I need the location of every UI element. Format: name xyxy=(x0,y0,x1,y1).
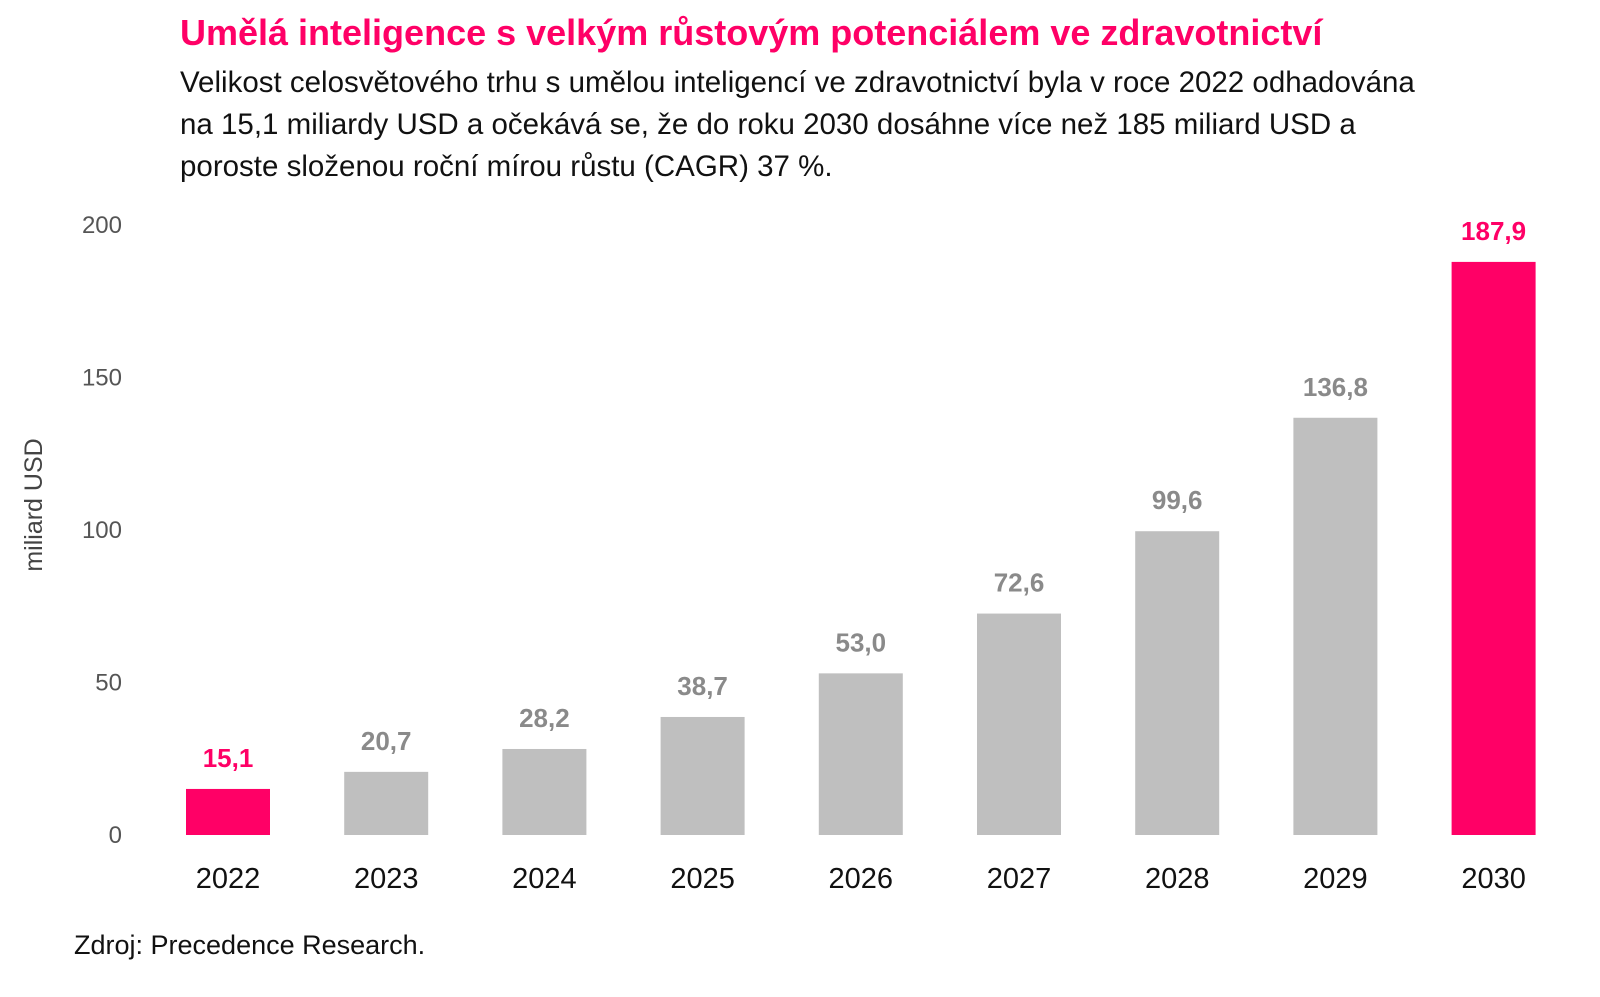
chart-subtitle: Velikost celosvětového trhu s umělou int… xyxy=(180,66,1415,183)
x-tick-label: 2025 xyxy=(670,863,735,895)
bar-2027 xyxy=(977,613,1061,835)
data-label: 53,0 xyxy=(835,627,886,657)
bar-2029 xyxy=(1293,417,1378,835)
data-labels: 15,1 20,7 28,2 38,7 53,0 72,6 99,6 136,8 187,9 xyxy=(203,216,1526,773)
x-tick-label: 2029 xyxy=(1303,863,1368,895)
x-tick-label: 2030 xyxy=(1461,863,1526,895)
y-tick-label: 0 xyxy=(109,822,122,849)
y-tick-label: 150 xyxy=(82,365,122,392)
bar-2028 xyxy=(1135,531,1220,835)
x-tick-label: 2024 xyxy=(512,863,577,895)
y-axis-label: miliard USD xyxy=(20,438,48,571)
x-tick-label: 2026 xyxy=(829,863,894,895)
x-axis: 2022 2023 2024 2025 2026 2027 2028 2029 2030 xyxy=(196,863,1526,895)
data-label: 187,9 xyxy=(1461,216,1526,246)
y-tick-label: 50 xyxy=(95,670,122,697)
x-tick-label: 2028 xyxy=(1145,863,1210,895)
data-label: 99,6 xyxy=(1152,485,1203,515)
bar-2026 xyxy=(818,673,903,835)
x-tick-label: 2027 xyxy=(987,863,1052,895)
bar-2024 xyxy=(502,748,587,835)
y-tick-label: 200 xyxy=(82,212,122,239)
data-label: 20,7 xyxy=(361,726,412,756)
data-label: 28,2 xyxy=(519,703,570,733)
x-tick-label: 2023 xyxy=(354,863,419,895)
bar-2025 xyxy=(660,716,745,835)
data-label: 15,1 xyxy=(203,743,254,773)
bar-2023 xyxy=(344,771,429,835)
x-tick-label: 2022 xyxy=(196,863,261,895)
bar-2030 xyxy=(1451,261,1536,835)
data-label: 72,6 xyxy=(994,568,1045,598)
bar-2022 xyxy=(186,788,270,835)
chart-title: Umělá inteligence s velkým růstovým pote… xyxy=(180,12,1323,53)
data-label: 136,8 xyxy=(1303,372,1368,402)
bars xyxy=(186,261,1536,835)
y-axis: 0 50 100 150 200 xyxy=(82,212,122,849)
data-label: 38,7 xyxy=(677,671,728,701)
y-tick-label: 100 xyxy=(82,517,122,544)
source-note: Zdroj: Precedence Research. xyxy=(74,930,426,960)
